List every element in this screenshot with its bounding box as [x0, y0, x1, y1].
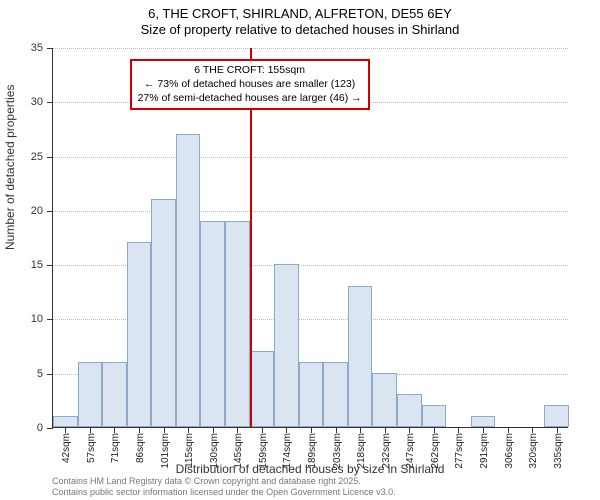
histogram-bar	[53, 416, 78, 427]
histogram-bar	[299, 362, 324, 427]
annotation-line: 6 THE CROFT: 155sqm	[138, 64, 362, 78]
annotation-callout: 6 THE CROFT: 155sqm← 73% of detached hou…	[130, 59, 370, 110]
histogram-bar	[151, 199, 176, 427]
grid-line	[53, 48, 568, 49]
attribution-line-1: Contains HM Land Registry data © Crown c…	[52, 476, 396, 487]
histogram-bar	[225, 221, 250, 427]
y-tick-label: 5	[37, 368, 53, 380]
annotation-line: 27% of semi-detached houses are larger (…	[138, 92, 362, 106]
y-axis-title: Number of detached properties	[3, 85, 17, 250]
grid-line	[53, 211, 568, 212]
title-address: 6, THE CROFT, SHIRLAND, ALFRETON, DE55 6…	[0, 6, 600, 22]
histogram-bar	[176, 134, 201, 427]
y-tick-label: 25	[31, 151, 53, 163]
x-tick-label: 86sqm	[135, 433, 146, 463]
chart-title-block: 6, THE CROFT, SHIRLAND, ALFRETON, DE55 6…	[0, 0, 600, 39]
x-tick-label: 57sqm	[86, 433, 97, 463]
grid-line	[53, 157, 568, 158]
x-axis-title: Distribution of detached houses by size …	[52, 462, 568, 476]
y-tick-label: 35	[31, 42, 53, 54]
y-tick-label: 10	[31, 313, 53, 325]
attribution-line-2: Contains public sector information licen…	[52, 487, 396, 498]
attribution-block: Contains HM Land Registry data © Crown c…	[52, 476, 396, 498]
histogram-bar	[274, 264, 299, 427]
histogram-bar	[200, 221, 225, 427]
title-subtitle: Size of property relative to detached ho…	[0, 22, 600, 38]
histogram-bar	[397, 394, 422, 427]
annotation-line: ← 73% of detached houses are smaller (12…	[138, 78, 362, 92]
histogram-bar	[471, 416, 496, 427]
histogram-bar	[78, 362, 103, 427]
histogram-bar	[422, 405, 447, 427]
y-tick-label: 20	[31, 205, 53, 217]
y-tick-label: 0	[37, 422, 53, 434]
x-tick-label: 42sqm	[61, 433, 72, 463]
histogram-bar	[544, 405, 569, 427]
histogram-bar	[372, 373, 397, 427]
y-tick-label: 30	[31, 96, 53, 108]
plot-area: 0510152025303542sqm57sqm71sqm86sqm101sqm…	[52, 48, 568, 428]
histogram-bar	[250, 351, 275, 427]
x-tick-label: 71sqm	[110, 433, 121, 463]
histogram-bar	[127, 242, 152, 427]
histogram-bar	[348, 286, 373, 427]
histogram-bar	[323, 362, 348, 427]
histogram-bar	[102, 362, 127, 427]
y-tick-label: 15	[31, 259, 53, 271]
property-size-histogram: 6, THE CROFT, SHIRLAND, ALFRETON, DE55 6…	[0, 0, 600, 500]
